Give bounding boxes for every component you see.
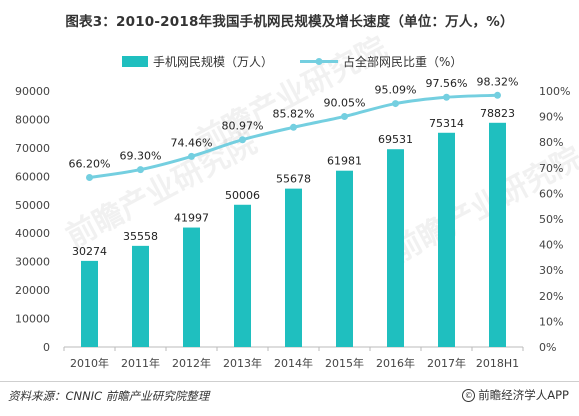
y-left-tick-label: 80000 xyxy=(15,113,50,126)
x-tick-label: 2010年 xyxy=(70,356,109,370)
legend: 手机网民规模（万人） 占全部网民比重（%） xyxy=(122,54,462,69)
bar-value-label: 78823 xyxy=(480,107,515,120)
line-point xyxy=(341,112,348,120)
line-point xyxy=(443,93,450,101)
legend-line-marker xyxy=(315,58,323,65)
line-value-label: 66.20% xyxy=(69,158,111,171)
x-tick-label: 2011年 xyxy=(121,356,160,370)
copyright-icon: © xyxy=(462,388,476,402)
line-value-label: 85.82% xyxy=(273,107,315,120)
x-tick-label: 2012年 xyxy=(172,356,211,370)
bar xyxy=(489,122,506,347)
footer-source: 资料来源：CNNIC 前瞻产业研究院整理 xyxy=(8,389,210,403)
y-right-tick-label: 80% xyxy=(539,136,563,149)
x-tick-label: 2015年 xyxy=(325,356,364,370)
bar-value-label: 55678 xyxy=(276,173,311,186)
x-tick-label: 2017年 xyxy=(427,356,466,370)
line-point xyxy=(86,174,93,182)
y-right-tick-label: 20% xyxy=(539,290,563,303)
y-right-tick-label: 60% xyxy=(539,187,563,200)
y-left-tick-label: 10000 xyxy=(15,313,50,326)
chart: 手机网民规模（万人） 占全部网民比重（%） 0 10000 20000 30000 40… xyxy=(15,54,570,370)
line-series xyxy=(86,91,501,182)
y-left-tick-label: 70000 xyxy=(15,142,50,155)
line-point xyxy=(494,91,501,99)
line-value-label: 95.09% xyxy=(375,84,417,97)
y-right-tick-label: 0% xyxy=(539,341,556,354)
bar-value-label: 41997 xyxy=(174,212,209,225)
line-value-label: 74.46% xyxy=(171,136,213,149)
x-tick-label: 2016年 xyxy=(376,356,415,370)
y-right-tick-label: 10% xyxy=(539,315,563,328)
y-left-tick-label: 60000 xyxy=(15,170,50,183)
bar xyxy=(132,245,149,347)
bar-labels: 30274 35558 41997 50006 55678 61981 69531 75314… xyxy=(72,107,515,258)
y-right-tick-label: 70% xyxy=(539,162,563,175)
line-point xyxy=(188,152,195,160)
y-left-tick-label: 0 xyxy=(43,341,50,354)
y-left-tick-label: 30000 xyxy=(15,256,50,269)
line-point xyxy=(239,136,246,144)
bar-value-label: 35558 xyxy=(123,230,158,243)
footer-brand-text: 前瞻经济学人APP xyxy=(478,388,569,402)
line-labels: 66.20% 69.30% 74.46% 80.97% 85.82% 90.05% 95.0… xyxy=(69,75,519,170)
bar-value-label: 61981 xyxy=(327,155,362,168)
y-right-tick-label: 40% xyxy=(539,239,563,252)
bar xyxy=(183,227,200,347)
axes: 0 10000 20000 30000 40000 50000 60000 70000 8000… xyxy=(15,85,570,370)
line-point xyxy=(137,166,144,174)
line-value-label: 69.30% xyxy=(120,150,162,163)
bar xyxy=(81,260,98,347)
chart-title: 图表3：2010-2018年我国手机网民规模及增长速度（单位：万人，%） xyxy=(65,14,514,30)
y-left-tick-label: 50000 xyxy=(15,199,50,212)
bar-value-label: 69531 xyxy=(378,133,413,146)
legend-bar-swatch xyxy=(122,56,148,67)
y-right-tick-label: 30% xyxy=(539,264,563,277)
line-point xyxy=(290,123,297,131)
bar-value-label: 30274 xyxy=(72,245,107,258)
line-value-label: 90.05% xyxy=(324,96,366,109)
bar xyxy=(336,170,353,347)
y-left-tick-label: 90000 xyxy=(15,85,50,98)
x-tick-label: 2013年 xyxy=(223,356,262,370)
y-right-tick-label: 90% xyxy=(539,111,563,124)
x-tick-label: 2018H1 xyxy=(476,357,519,370)
line-value-label: 98.32% xyxy=(477,75,519,88)
footer-brand: © 前瞻经济学人APP xyxy=(462,387,569,403)
bar xyxy=(285,188,302,347)
bars xyxy=(81,122,506,347)
footer-divider xyxy=(0,381,579,382)
line-value-label: 80.97% xyxy=(222,120,264,133)
bar-value-label: 75314 xyxy=(429,117,464,130)
bar xyxy=(438,132,455,347)
line-point xyxy=(392,100,399,108)
bar-value-label: 50006 xyxy=(225,189,260,202)
y-right-tick-label: 50% xyxy=(539,213,563,226)
y-right-tick-label: 100% xyxy=(539,85,570,98)
bar xyxy=(387,149,404,347)
y-left-tick-label: 40000 xyxy=(15,227,50,240)
legend-line-label: 占全部网民比重（%） xyxy=(343,54,462,69)
y-left-tick-label: 20000 xyxy=(15,284,50,297)
bar xyxy=(234,204,251,347)
line-value-label: 97.56% xyxy=(426,77,468,90)
x-tick-label: 2014年 xyxy=(274,356,313,370)
legend-bar-label: 手机网民规模（万人） xyxy=(153,54,273,69)
